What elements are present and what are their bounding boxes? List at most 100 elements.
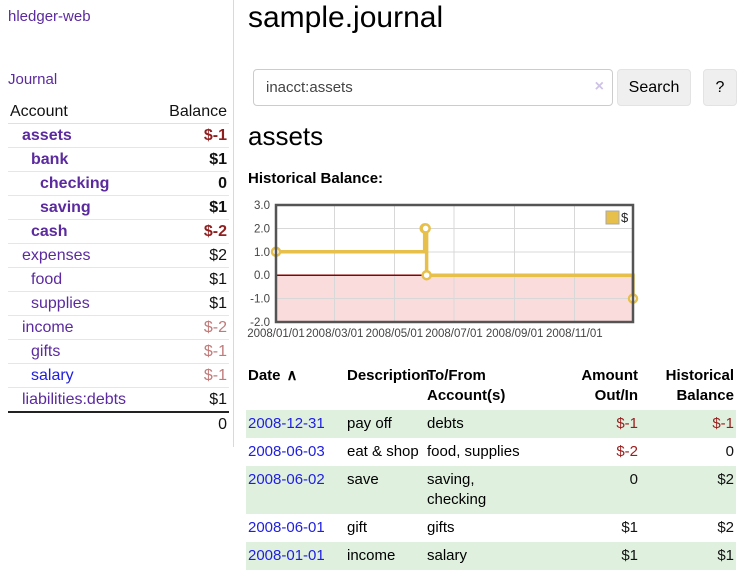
account-link-food[interactable]: food <box>31 271 63 288</box>
account-balance: $-1 <box>203 127 227 144</box>
account-balance: 0 <box>218 175 227 192</box>
amount-cell: $1 <box>621 519 638 536</box>
account-link-checking[interactable]: checking <box>40 175 110 192</box>
account-row: expenses $2 <box>8 244 229 268</box>
account-balance: $1 <box>209 295 227 312</box>
account-row: gifts $-1 <box>8 340 229 364</box>
amount-cell: $-1 <box>616 415 638 432</box>
description-header: Description <box>347 367 430 384</box>
search-form: × Search ? <box>253 69 737 106</box>
account-balance: $-1 <box>203 367 227 384</box>
accounts-header-balance: Balance <box>153 100 229 124</box>
data-point-marker <box>421 269 432 281</box>
account-balance: $2 <box>209 247 227 264</box>
account-link-gifts[interactable]: gifts <box>31 343 61 360</box>
account-cell: cash <box>8 220 154 244</box>
account-row: assets $-1 <box>8 124 229 148</box>
description-cell: gift <box>347 519 368 536</box>
y-tick-label: -1.0 <box>250 294 270 306</box>
account-row: saving $1 <box>8 196 229 220</box>
transaction-row: 2008-06-02 save saving, checking 0 $2 <box>246 466 736 514</box>
transaction-date-link[interactable]: 2008-01-01 <box>248 547 325 564</box>
account-cell: checking <box>8 172 154 196</box>
date-cell: 2008-06-01 <box>246 514 345 542</box>
account-balance: $-2 <box>203 319 227 336</box>
x-tick-label: 2008/07/01 <box>425 328 483 340</box>
accounts-header: To/From Account(s) <box>427 367 506 404</box>
account-balance: $-2 <box>203 223 227 240</box>
accounts-header-row: Account Balance <box>8 100 229 124</box>
account-row: food $1 <box>8 268 229 292</box>
account-link-saving[interactable]: saving <box>40 199 91 216</box>
account-link-cash[interactable]: cash <box>31 223 68 240</box>
account-balance: $1 <box>209 151 227 168</box>
y-tick-label: 0.0 <box>254 270 270 282</box>
account-cell: food <box>8 268 154 292</box>
search-box: × <box>253 69 613 106</box>
x-tick-label: 2008/09/01 <box>486 328 544 340</box>
sidebar: hledger-web Journal Account Balance asse… <box>0 0 233 460</box>
account-link-income[interactable]: income <box>22 319 74 336</box>
account-cell: liabilities:debts <box>8 388 154 413</box>
account-cell: supplies <box>8 292 154 316</box>
accounts-total-row: 0 <box>8 412 229 436</box>
account-link-bank[interactable]: bank <box>31 151 69 168</box>
account-row: checking 0 <box>8 172 229 196</box>
chart-title: Historical Balance: <box>248 170 384 187</box>
transaction-date-link[interactable]: 2008-12-31 <box>248 415 325 432</box>
account-row: salary $-1 <box>8 364 229 388</box>
register-header-row: Date ∧ Description To/From Account(s) Amo… <box>246 364 736 410</box>
balance-cell: $-1 <box>712 415 734 432</box>
account-cell: saving <box>8 196 154 220</box>
account-cell: bank <box>8 148 154 172</box>
account-cell: gifts <box>8 340 154 364</box>
search-button[interactable]: Search <box>617 69 691 106</box>
description-cell: save <box>347 471 379 488</box>
transaction-date-link[interactable]: 2008-06-01 <box>248 519 325 536</box>
transaction-row: 2008-12-31 pay off debts $-1 $-1 <box>246 410 736 438</box>
balance-cell: $1 <box>717 547 734 564</box>
account-link-assets[interactable]: assets <box>22 127 72 144</box>
accounts-cell: debts <box>427 415 464 432</box>
data-point-marker <box>420 223 431 234</box>
balance-header: Historical Balance <box>665 367 734 404</box>
amount-cell: $-2 <box>616 443 638 460</box>
chart-border <box>274 203 635 324</box>
description-cell: pay off <box>347 415 392 432</box>
date-cell: 2008-06-02 <box>246 466 345 514</box>
date-cell: 2008-01-01 <box>246 542 345 570</box>
transaction-date-link[interactable]: 2008-06-02 <box>248 471 325 488</box>
date-sort-header[interactable]: Date ∧ <box>248 367 298 384</box>
legend-swatch <box>605 210 620 225</box>
account-link-salary[interactable]: salary <box>31 367 74 384</box>
register-table: Date ∧ Description To/From Account(s) Amo… <box>246 364 736 570</box>
account-cell: assets <box>8 124 154 148</box>
transaction-date-link[interactable]: 2008-06-03 <box>248 443 325 460</box>
account-row: income $-2 <box>8 316 229 340</box>
account-balance: $1 <box>209 391 227 408</box>
search-input[interactable] <box>253 69 613 106</box>
account-link-expenses[interactable]: expenses <box>22 247 91 264</box>
accounts-header-account: Account <box>8 100 154 124</box>
account-link-supplies[interactable]: supplies <box>31 295 90 312</box>
account-link-liabilities-debts[interactable]: liabilities:debts <box>22 391 127 408</box>
clear-search-icon[interactable]: × <box>594 78 604 95</box>
transaction-row: 2008-01-01 income salary $1 $1 <box>246 542 736 570</box>
accounts-cell: gifts <box>427 519 455 536</box>
accounts-total-spacer <box>8 412 154 436</box>
account-balance: $1 <box>209 199 227 216</box>
y-tick-label: 2.0 <box>254 223 270 235</box>
brand-link[interactable]: hledger-web <box>8 8 91 25</box>
accounts-cell: saving, checking <box>427 471 487 508</box>
balance-cell: $2 <box>717 471 734 488</box>
sidebar-divider <box>233 0 234 447</box>
x-tick-label: 2008/11/01 <box>546 328 603 340</box>
help-button[interactable]: ? <box>703 69 737 106</box>
transaction-row: 2008-06-01 gift gifts $1 $2 <box>246 514 736 542</box>
sidebar-item-journal[interactable]: Journal <box>8 71 58 88</box>
x-tick-label: 2008/03/01 <box>306 328 364 340</box>
account-row: liabilities:debts $1 <box>8 388 229 413</box>
transaction-row: 2008-06-03 eat & shop food, supplies $-2 0 <box>246 438 736 466</box>
account-balance: $1 <box>209 271 227 288</box>
balance-cell: $2 <box>717 519 734 536</box>
